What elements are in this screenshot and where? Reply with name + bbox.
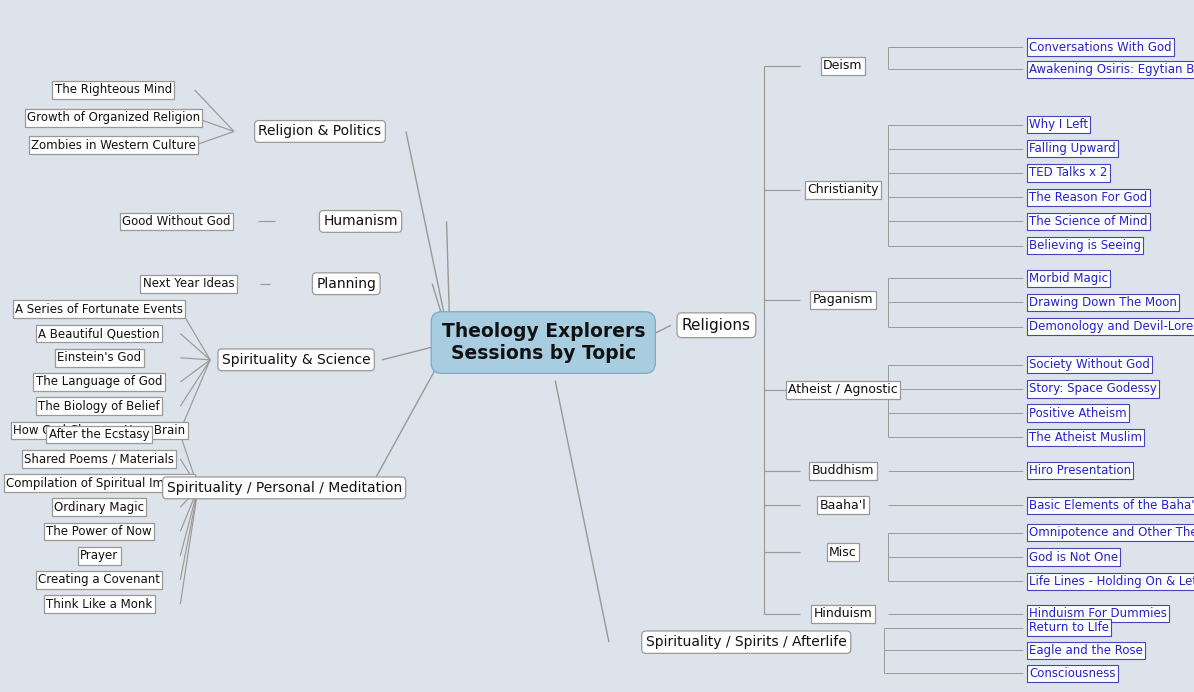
Text: Theology Explorers
Sessions by Topic: Theology Explorers Sessions by Topic: [442, 322, 645, 363]
Text: God is Not One: God is Not One: [1029, 551, 1119, 563]
Text: Return to LIfe: Return to LIfe: [1029, 621, 1109, 634]
Text: Next Year Ideas: Next Year Ideas: [143, 277, 234, 290]
Text: The Reason For God: The Reason For God: [1029, 191, 1147, 203]
Text: Zombies in Western Culture: Zombies in Western Culture: [31, 139, 196, 152]
Text: After the Ecstasy: After the Ecstasy: [49, 428, 149, 441]
Text: Growth of Organized Religion: Growth of Organized Religion: [27, 111, 199, 124]
Text: A Beautiful Question: A Beautiful Question: [38, 327, 160, 340]
Text: Conversations With God: Conversations With God: [1029, 41, 1171, 53]
Text: Believing is Seeing: Believing is Seeing: [1029, 239, 1141, 252]
Text: Story: Space Godessy: Story: Space Godessy: [1029, 383, 1157, 395]
Text: Falling Upward: Falling Upward: [1029, 143, 1116, 155]
Text: The Power of Now: The Power of Now: [47, 525, 152, 538]
Text: The Biology of Belief: The Biology of Belief: [38, 400, 160, 412]
Text: Spirituality & Science: Spirituality & Science: [222, 353, 370, 367]
Text: Basic Elements of the Baha'l Faith: Basic Elements of the Baha'l Faith: [1029, 499, 1194, 511]
Text: The Language of God: The Language of God: [36, 376, 162, 388]
Text: TED Talks x 2: TED Talks x 2: [1029, 167, 1108, 179]
Text: Baaha'l: Baaha'l: [819, 499, 867, 511]
Text: Deism: Deism: [823, 60, 863, 72]
Text: Shared Poems / Materials: Shared Poems / Materials: [24, 453, 174, 465]
Text: Religion & Politics: Religion & Politics: [258, 125, 382, 138]
Text: Spirituality / Personal / Meditation: Spirituality / Personal / Meditation: [166, 481, 402, 495]
Text: The Atheist Muslim: The Atheist Muslim: [1029, 431, 1143, 444]
Text: Awakening Osiris: Egytian Book of the Dead: Awakening Osiris: Egytian Book of the De…: [1029, 63, 1194, 75]
Text: Religions: Religions: [682, 318, 751, 333]
Text: The Science of Mind: The Science of Mind: [1029, 215, 1147, 228]
Text: Hinduism: Hinduism: [813, 608, 873, 620]
Text: Prayer: Prayer: [80, 549, 118, 562]
Text: Think Like a Monk: Think Like a Monk: [47, 598, 152, 610]
Text: Drawing Down The Moon: Drawing Down The Moon: [1029, 296, 1177, 309]
Text: Life Lines - Holding On & Letting Go: Life Lines - Holding On & Letting Go: [1029, 575, 1194, 588]
Text: Morbid Magic: Morbid Magic: [1029, 272, 1108, 284]
Text: Creating a Covenant: Creating a Covenant: [38, 574, 160, 586]
Text: The Righteous Mind: The Righteous Mind: [55, 84, 172, 96]
Text: Demonology and Devil-Lore: Demonology and Devil-Lore: [1029, 320, 1194, 333]
Text: Einstein's God: Einstein's God: [57, 352, 141, 364]
Text: Eagle and the Rose: Eagle and the Rose: [1029, 644, 1143, 657]
Text: Misc: Misc: [829, 546, 857, 558]
Text: Paganism: Paganism: [813, 293, 873, 306]
Text: Christianity: Christianity: [807, 183, 879, 196]
Text: Atheist / Agnostic: Atheist / Agnostic: [788, 383, 898, 396]
Text: Ordinary Magic: Ordinary Magic: [54, 501, 144, 513]
Text: Planning: Planning: [316, 277, 376, 291]
Text: Omnipotence and Other Theological Mistakes: Omnipotence and Other Theological Mistak…: [1029, 527, 1194, 539]
Text: Compilation of Spiritual Images: Compilation of Spiritual Images: [6, 477, 192, 489]
Text: A Series of Fortunate Events: A Series of Fortunate Events: [16, 303, 183, 316]
Text: Why I Left: Why I Left: [1029, 118, 1089, 131]
Text: Hinduism For Dummies: Hinduism For Dummies: [1029, 608, 1167, 620]
Text: Hiro Presentation: Hiro Presentation: [1029, 464, 1132, 477]
Text: How God Changes Your Brain: How God Changes Your Brain: [13, 424, 185, 437]
Text: Consciousness: Consciousness: [1029, 667, 1115, 680]
Text: Spirituality / Spirits / Afterlife: Spirituality / Spirits / Afterlife: [646, 635, 847, 649]
Text: Positive Atheism: Positive Atheism: [1029, 407, 1127, 419]
Text: Good Without God: Good Without God: [123, 215, 230, 228]
Text: Buddhism: Buddhism: [812, 464, 874, 477]
Text: Society Without God: Society Without God: [1029, 358, 1150, 371]
Text: Humanism: Humanism: [324, 215, 398, 228]
